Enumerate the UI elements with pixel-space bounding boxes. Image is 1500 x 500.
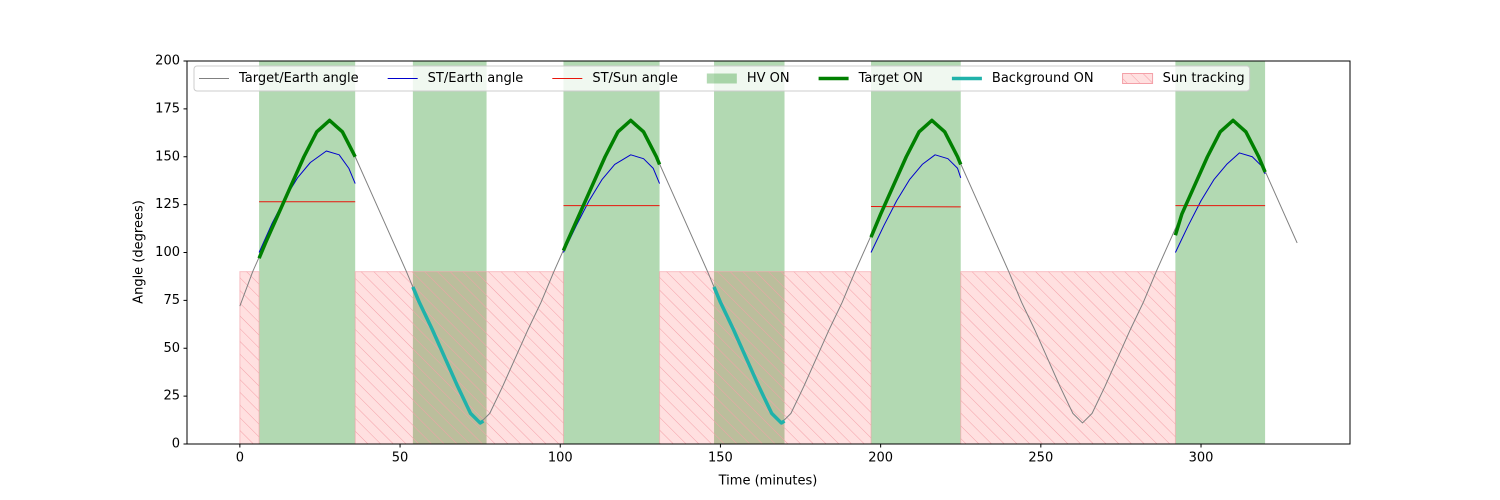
x-axis-label: Time (minutes) <box>718 474 818 489</box>
span <box>871 61 961 444</box>
span-hatch <box>960 271 1176 445</box>
span <box>563 61 660 444</box>
series-line <box>259 201 1266 208</box>
y-tick-label: 50 <box>163 341 180 356</box>
span <box>1175 61 1266 444</box>
y-tick-label: 25 <box>163 389 180 404</box>
x-tick-label: 50 <box>392 451 409 466</box>
x-tick-label: 100 <box>548 451 573 466</box>
legend-label: HV ON <box>747 71 790 86</box>
series-line <box>257 118 1267 259</box>
x-tick-label: 0 <box>236 451 244 466</box>
y-tick-label: 150 <box>155 149 180 164</box>
legend-swatch <box>706 73 737 84</box>
y-tick-label: 200 <box>155 54 180 69</box>
legend-swatch-hatch <box>1122 73 1154 84</box>
x-tick-label: 200 <box>868 451 893 466</box>
y-tick-label: 0 <box>172 437 180 452</box>
y-tick-label: 125 <box>155 197 180 212</box>
legend-box <box>193 65 1251 92</box>
legend-label: ST/Earth angle <box>428 71 524 86</box>
legend-label: Background ON <box>992 71 1094 86</box>
series-line <box>411 286 786 425</box>
x-tick-label: 250 <box>1028 451 1053 466</box>
legend-label: ST/Sun angle <box>592 71 678 86</box>
y-tick-label: 175 <box>155 101 180 116</box>
legend-label: Target ON <box>858 71 923 86</box>
y-tick-label: 75 <box>163 293 180 308</box>
y-tick-label: 100 <box>155 245 180 260</box>
x-tick-label: 300 <box>1189 451 1214 466</box>
legend-label: Target/Earth angle <box>238 71 359 86</box>
x-tick-label: 150 <box>708 451 733 466</box>
legend-label: Sun tracking <box>1163 71 1245 86</box>
span-hatch <box>659 271 872 445</box>
span-hatch <box>354 271 564 445</box>
series-line <box>258 150 1266 253</box>
span <box>259 61 356 444</box>
y-axis-label: Angle (degrees) <box>132 200 147 304</box>
